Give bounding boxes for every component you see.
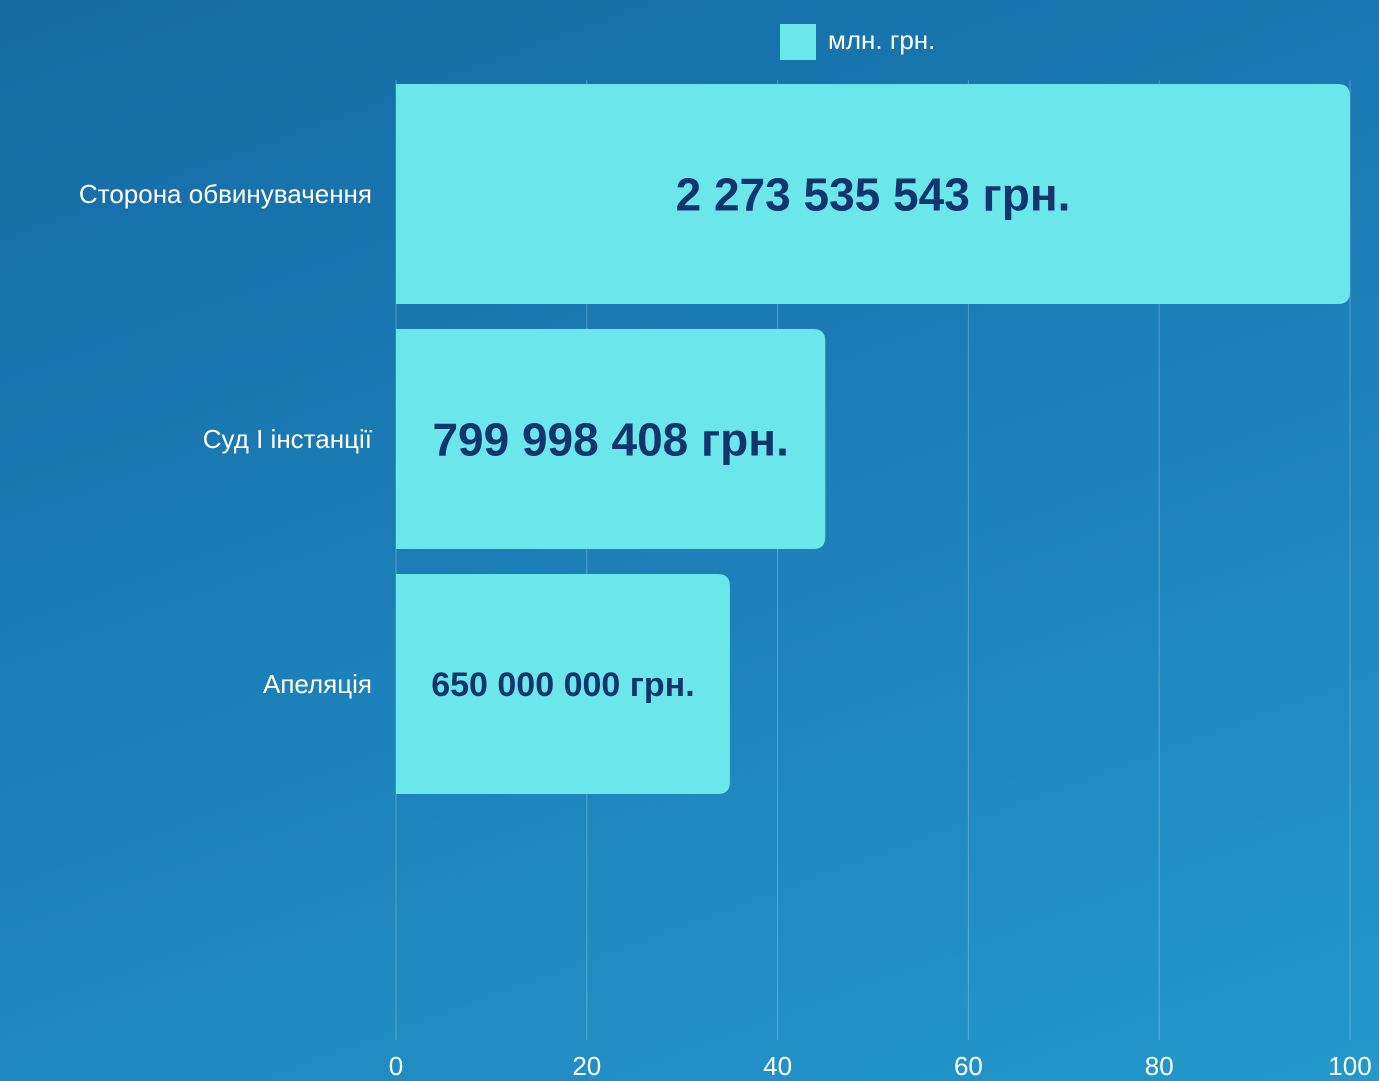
data-label: 2 273 535 543 грн. xyxy=(676,169,1071,221)
legend-swatch xyxy=(780,24,816,60)
category-label: Суд І інстанції xyxy=(203,424,372,454)
x-tick-label: 40 xyxy=(763,1051,792,1081)
category-label: Апеляція xyxy=(263,669,372,699)
x-tick-label: 100 xyxy=(1328,1051,1371,1081)
data-label: 799 998 408 грн. xyxy=(432,414,788,466)
x-tick-label: 20 xyxy=(572,1051,601,1081)
bar xyxy=(396,329,826,549)
x-tick-label: 0 xyxy=(389,1051,403,1081)
legend-label: млн. грн. xyxy=(828,25,935,55)
x-tick-label: 80 xyxy=(1145,1051,1174,1081)
bar xyxy=(396,574,730,794)
data-label: 650 000 000 грн. xyxy=(431,666,694,704)
x-tick-label: 60 xyxy=(954,1051,983,1081)
bar xyxy=(396,84,1350,304)
category-label: Сторона обвинувачення xyxy=(79,179,372,209)
